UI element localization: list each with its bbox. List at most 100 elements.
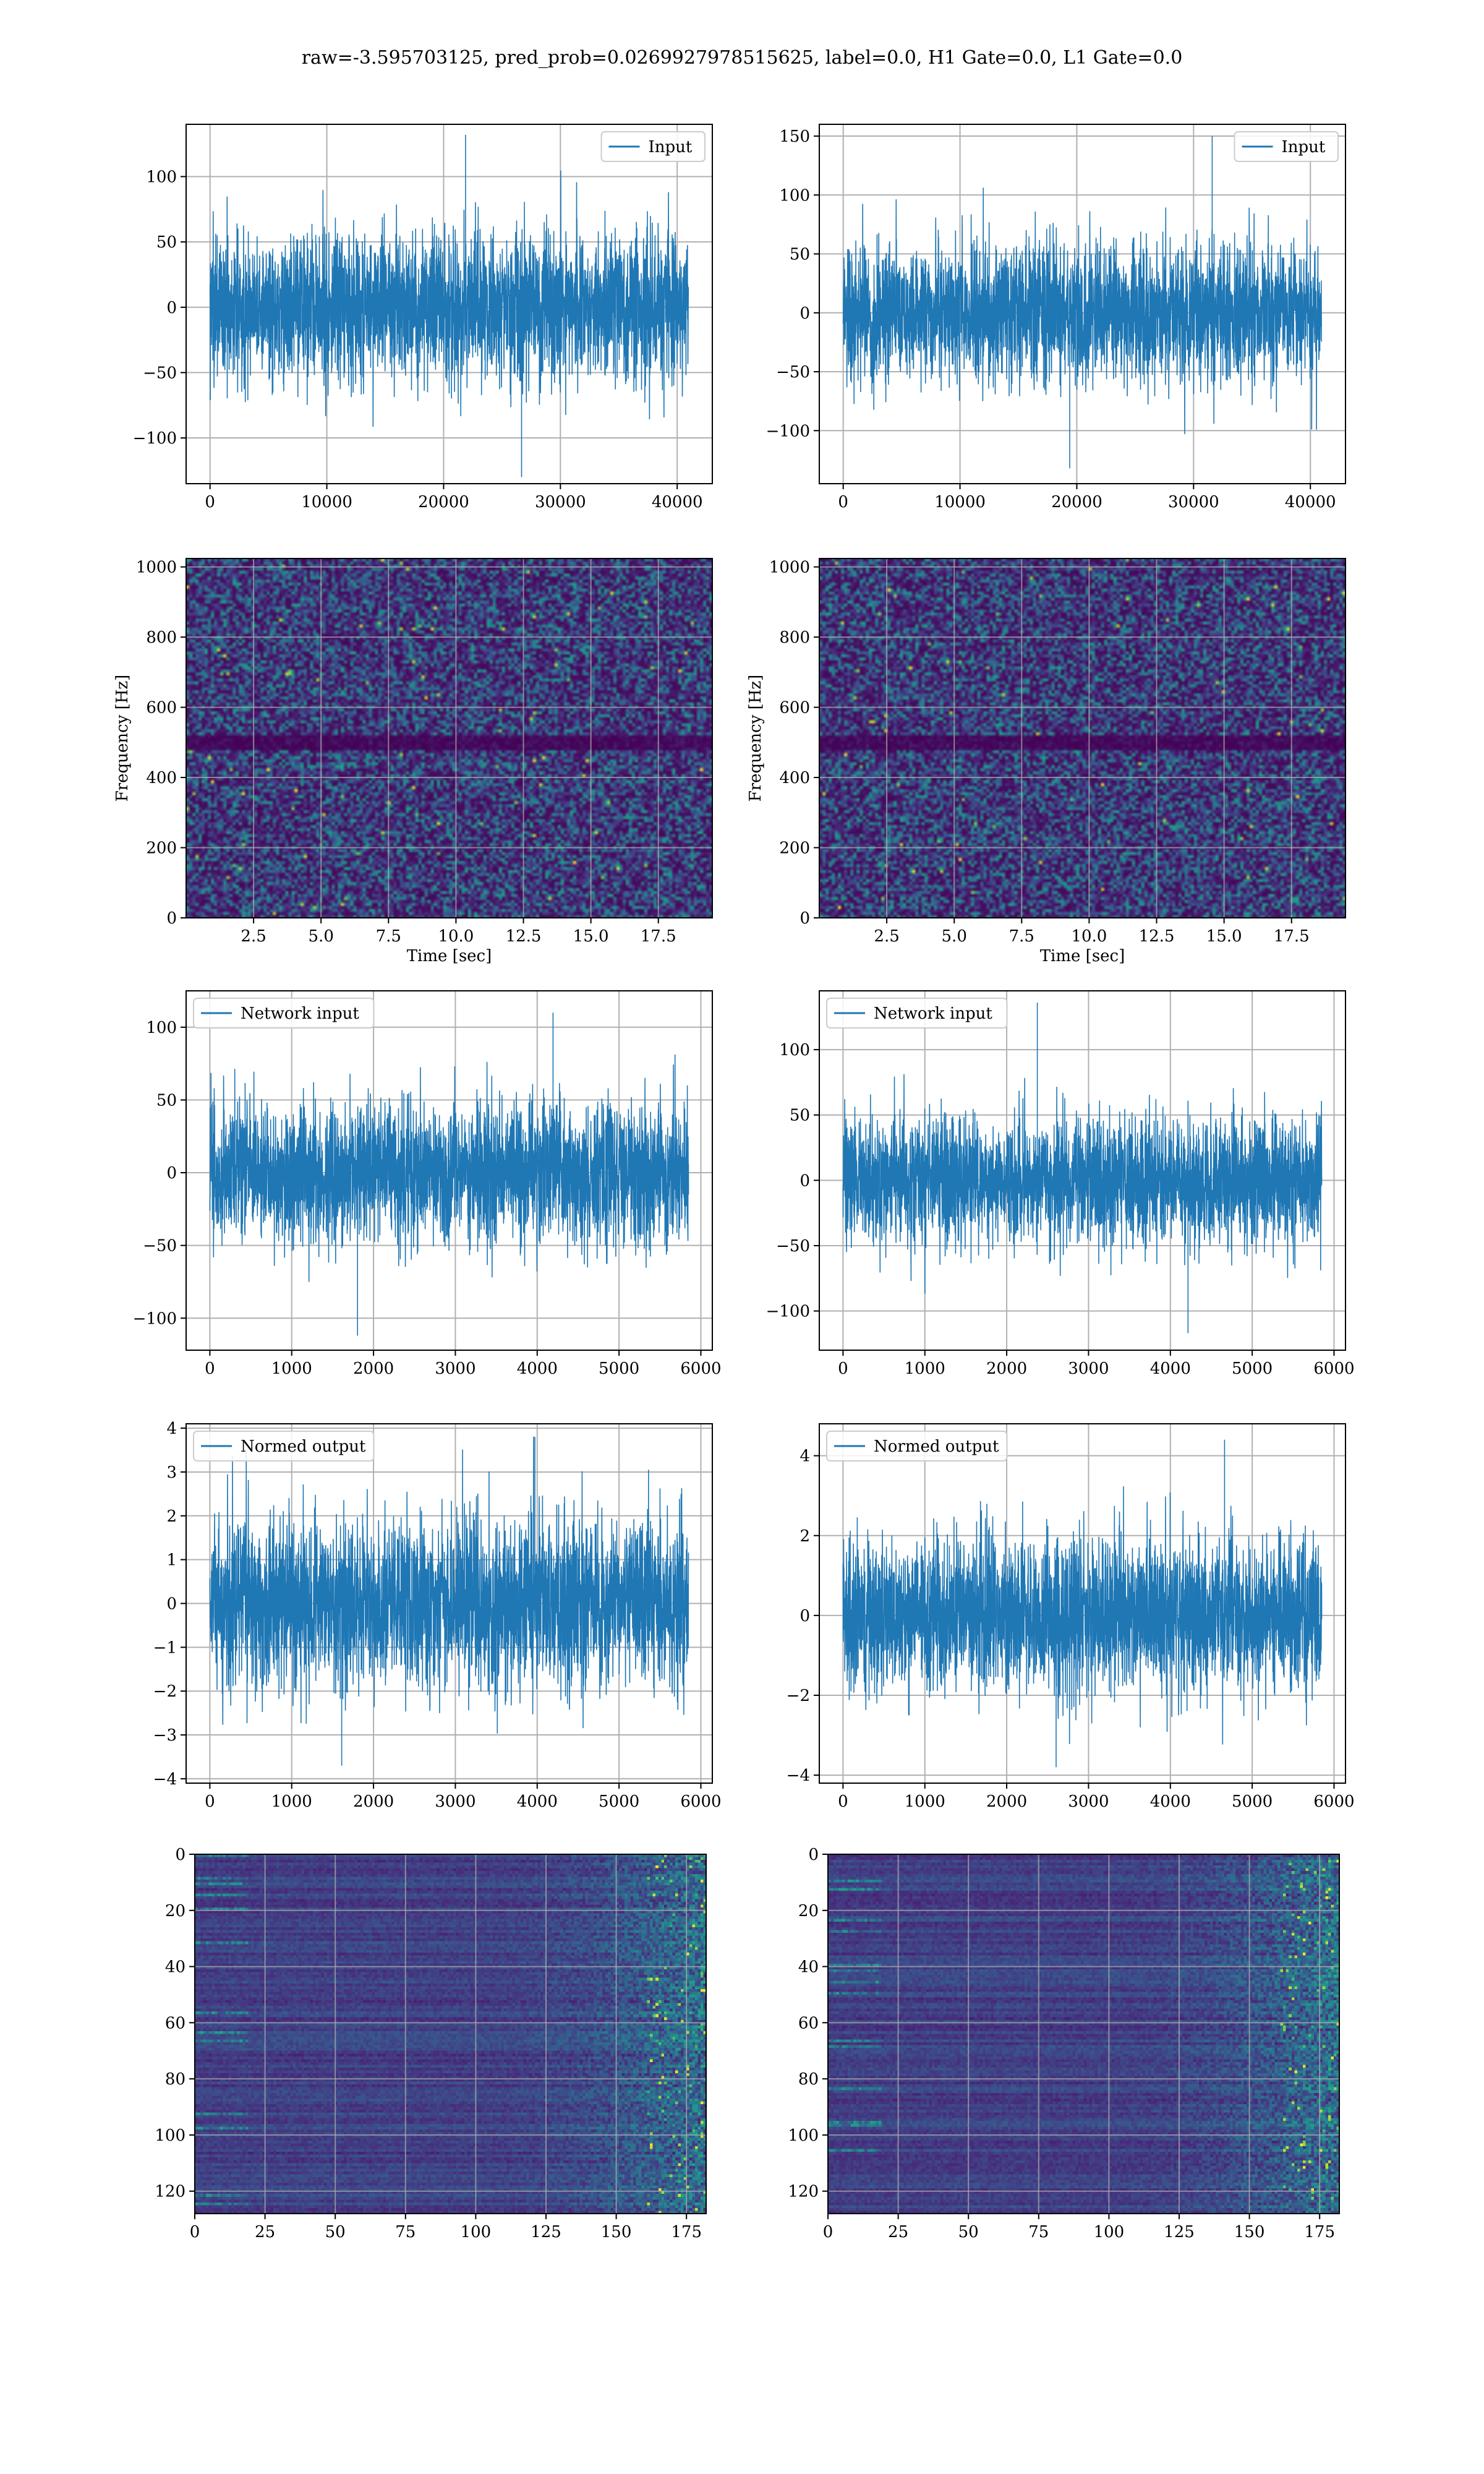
h1-input-legend-label: Input <box>649 138 693 156</box>
h1-spectrogram-ylabel: Frequency [Hz] <box>113 675 132 802</box>
l1-input-series-line <box>842 136 1323 469</box>
l1-feature-map-xtick-label: 50 <box>958 2223 979 2241</box>
h1-normed-output-xtick-label: 4000 <box>517 1792 558 1811</box>
h1-normed-output-ytick-label: −3 <box>153 1726 177 1745</box>
h1-network-input-series-line <box>209 1012 689 1336</box>
l1-input-xtick-label: 0 <box>838 493 848 511</box>
h1-network-input-xtick-label: 1000 <box>271 1359 312 1378</box>
l1-feature-map-xtick-label: 0 <box>823 2223 834 2241</box>
l1-normed-output-ytick-label: 2 <box>800 1527 810 1546</box>
h1-network-input-legend-label: Network input <box>241 1004 359 1023</box>
l1-feature-map-ytick-label: 20 <box>798 1902 819 1920</box>
l1-feature-map-ytick-label: 80 <box>798 2070 819 2089</box>
h1-normed-output-ytick-label: −4 <box>153 1770 177 1789</box>
l1-feature-map-xtick-label: 75 <box>1028 2223 1049 2241</box>
l1-feature-map-image <box>828 1854 1339 2214</box>
h1-normed-output-ytick-label: 4 <box>166 1419 177 1438</box>
l1-input-xtick-label: 10000 <box>934 493 986 511</box>
l1-normed-output-xtick-label: 5000 <box>1232 1792 1273 1811</box>
l1-normed-output-panel: 0 1000 2000 3000 4000 5000 6000 −4 −2 0 2 4 Normed o… <box>787 1423 1355 1811</box>
l1-feature-map-xtick-label: 25 <box>888 2223 908 2241</box>
l1-normed-output-series-line <box>842 1439 1323 1768</box>
h1-normed-output-xtick-label: 1000 <box>271 1792 312 1811</box>
l1-feature-map-ytick-label: 60 <box>798 2014 819 2032</box>
l1-spectrogram-xtick-label: 7.5 <box>1009 927 1034 946</box>
l1-feature-map-xtick-label: 175 <box>1304 2223 1335 2241</box>
l1-normed-output-legend: Normed output <box>826 1431 1008 1462</box>
h1-network-input-xtick-label: 0 <box>205 1359 215 1378</box>
l1-network-input-ytick-label: 50 <box>790 1106 810 1125</box>
l1-normed-output-xtick-label: 4000 <box>1150 1792 1191 1811</box>
h1-spectrogram-xtick-label: 7.5 <box>376 927 401 946</box>
h1-spectrogram-frame <box>186 558 713 918</box>
h1-spectrogram-ytick-label: 200 <box>146 839 177 858</box>
l1-spectrogram-ytick-label: 200 <box>779 839 810 858</box>
l1-network-input-xtick-label: 2000 <box>986 1359 1027 1378</box>
h1-network-input-ytick-label: 100 <box>146 1019 177 1037</box>
l1-input-ytick-label: 0 <box>800 304 810 323</box>
l1-network-input-xtick-label: 4000 <box>1150 1359 1191 1378</box>
l1-input-ytick-label: −100 <box>766 422 810 440</box>
h1-spectrogram-ytick-label: 400 <box>146 769 177 787</box>
h1-input-ytick-label: 100 <box>146 168 177 187</box>
l1-feature-map-ytick-label: 40 <box>798 1958 819 1977</box>
h1-normed-output-legend-label: Normed output <box>241 1437 366 1456</box>
l1-spectrogram-xtick-label: 12.5 <box>1139 927 1175 946</box>
h1-spectrogram-xtick-label: 10.0 <box>438 927 474 946</box>
l1-spectrogram-xtick-label: 5.0 <box>942 927 967 946</box>
l1-spectrogram-frame <box>819 558 1346 918</box>
h1-feature-map-ytick-label: 100 <box>155 2126 186 2145</box>
l1-normed-output-xtick-label: 0 <box>838 1792 848 1811</box>
h1-feature-map-xtick-label: 150 <box>601 2223 632 2241</box>
l1-input-frame <box>819 124 1346 484</box>
l1-input-ytick-label: 50 <box>790 246 810 264</box>
l1-normed-output-xtick-label: 6000 <box>1313 1792 1354 1811</box>
l1-input-xtick-label: 30000 <box>1168 493 1219 511</box>
h1-input-panel: 0 10000 20000 30000 40000 −100 −50 0 50 100 Input <box>133 124 713 511</box>
l1-normed-output-ytick-label: 0 <box>800 1607 810 1625</box>
l1-spectrogram-ytick-label: 800 <box>779 628 810 647</box>
h1-feature-map-ytick-label: 60 <box>165 2014 186 2032</box>
l1-spectrogram-xtick-label: 10.0 <box>1071 927 1107 946</box>
l1-spectrogram-xlabel: Time [sec] <box>1040 947 1125 965</box>
h1-input-xtick-label: 20000 <box>418 493 469 511</box>
h1-normed-output-ytick-label: 1 <box>166 1551 177 1570</box>
l1-spectrogram-xtick-label: 17.5 <box>1274 927 1310 946</box>
l1-normed-output-legend-label: Normed output <box>874 1437 999 1456</box>
h1-feature-map-ytick-label: 0 <box>175 1846 186 1864</box>
h1-feature-map-ytick-label: 120 <box>155 2183 186 2201</box>
l1-network-input-panel: 0 1000 2000 3000 4000 5000 6000 −100 −50 0 50 100 Ne… <box>766 990 1355 1378</box>
h1-network-input-ytick-label: 0 <box>166 1164 177 1183</box>
h1-normed-output-series-line <box>209 1436 689 1766</box>
h1-input-xtick-label: 40000 <box>652 493 703 511</box>
h1-input-ytick-label: 50 <box>156 233 177 252</box>
h1-input-ytick-label: −100 <box>133 429 177 448</box>
h1-spectrogram-xtick-label: 2.5 <box>241 927 266 946</box>
h1-input-xtick-label: 10000 <box>301 493 352 511</box>
l1-spectrogram-ytick-label: 1000 <box>769 559 810 577</box>
l1-network-input-ytick-label: −100 <box>766 1303 810 1321</box>
l1-network-input-xtick-label: 0 <box>838 1359 848 1378</box>
l1-spectrogram-xtick-label: 15.0 <box>1206 927 1242 946</box>
h1-network-input-ytick-label: 50 <box>156 1091 177 1110</box>
h1-input-legend: Input <box>600 131 706 162</box>
l1-spectrogram-ylabel: Frequency [Hz] <box>746 675 765 802</box>
l1-network-input-legend-label: Network input <box>874 1004 992 1023</box>
h1-spectrogram-ytick-label: 800 <box>146 628 177 647</box>
h1-normed-output-ytick-label: −1 <box>153 1638 177 1657</box>
h1-spectrogram-ytick-label: 1000 <box>136 559 177 577</box>
l1-input-ytick-label: −50 <box>776 363 810 382</box>
h1-network-input-xtick-label: 6000 <box>680 1359 721 1378</box>
l1-input-ytick-label: 100 <box>779 186 810 205</box>
h1-normed-output-xtick-label: 0 <box>205 1792 215 1811</box>
h1-feature-map-ytick-label: 40 <box>165 1958 186 1977</box>
figure-title: raw=-3.595703125, pred_prob=0.0269927978… <box>302 47 1183 69</box>
l1-normed-output-ytick-label: −4 <box>787 1766 810 1785</box>
l1-normed-output-xtick-label: 2000 <box>986 1792 1027 1811</box>
l1-input-legend-label: Input <box>1282 138 1326 156</box>
h1-network-input-ytick-label: −100 <box>133 1309 177 1328</box>
l1-input-xtick-label: 20000 <box>1051 493 1102 511</box>
h1-normed-output-panel: 0 1000 2000 3000 4000 5000 6000 −4 −3 −2 −1 0 1 2 3 4 No… <box>153 1419 722 1811</box>
h1-feature-map-ytick-label: 20 <box>165 1902 186 1920</box>
h1-normed-output-ytick-label: −2 <box>153 1682 177 1701</box>
